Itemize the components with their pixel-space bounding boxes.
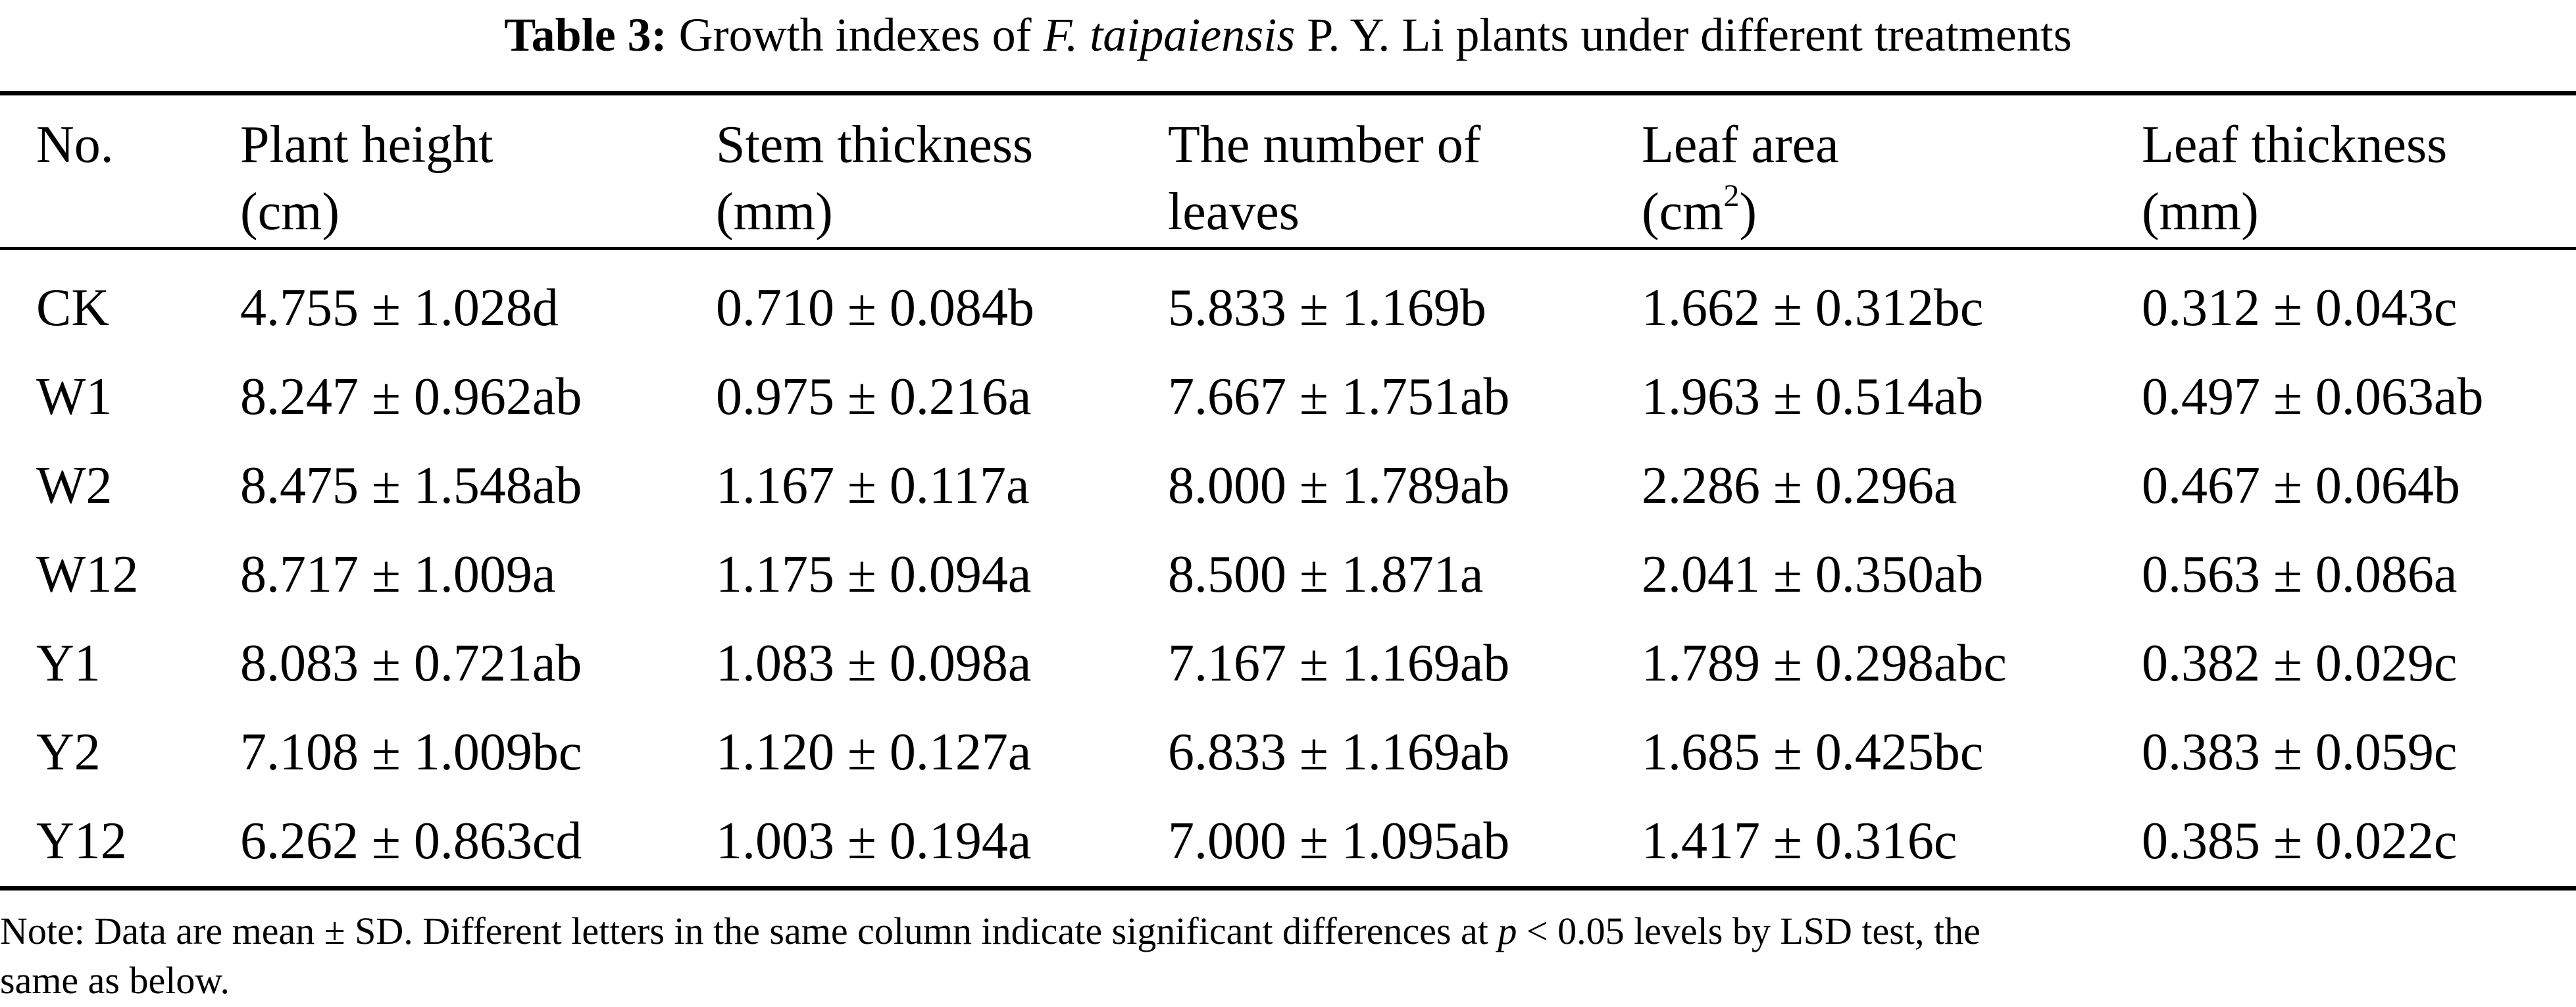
table-cell: 1.083 ± 0.098a [716,634,1032,692]
table-cell: 1.175 ± 0.094a [716,546,1032,604]
column-header-unit: (mm) [716,179,833,245]
title-text: Growth indexes of [667,9,1044,61]
column-header: Leaf thickness [2142,116,2448,174]
unit-text: leaves [1168,183,1300,241]
table-note-line2: same as below. [0,959,230,1002]
table-cell: 1.662 ± 0.312bc [1642,279,1984,337]
row-label: Y1 [36,634,101,692]
table-cell: 0.383 ± 0.059c [2142,723,2458,781]
row-label: W1 [36,368,113,426]
row-label: CK [36,279,110,337]
table-cell: 5.833 ± 1.169b [1168,279,1486,337]
title-text: P. Y. Li plants under different treatmen… [1295,9,2072,61]
unit-text: ) [1739,183,1757,241]
note-text: Note: Data are mean ± SD. Different lett… [0,910,1498,952]
column-header-unit: (cm) [240,179,340,245]
column-header-unit: (mm) [2142,179,2259,245]
table-cell: 1.417 ± 0.316c [1642,812,1957,870]
unit-text: (mm) [2142,183,2259,241]
table-cell: 8.717 ± 1.009a [240,546,556,604]
table-cell: 1.789 ± 0.298abc [1642,634,2007,692]
table-cell: 0.312 ± 0.043c [2142,279,2458,337]
unit-text: (cm [1642,183,1724,241]
top-rule [0,91,2576,95]
table-cell: 7.167 ± 1.169ab [1168,634,1510,692]
header-rule [0,247,2576,250]
table-cell: 0.385 ± 0.022c [2142,812,2458,870]
column-header: No. [36,116,114,174]
table-label: Table 3: [504,9,667,61]
table-cell: 8.500 ± 1.871a [1168,546,1484,604]
row-label: W2 [36,457,113,515]
species-name: F. taipaiensis [1043,9,1296,61]
table-cell: 7.108 ± 1.009bc [240,723,582,781]
column-header: Stem thickness [716,116,1034,174]
table-title: Table 3: Growth indexes of F. taipaiensi… [0,5,2576,65]
table-cell: 6.833 ± 1.169ab [1168,723,1510,781]
table-cell: 1.120 ± 0.127a [716,723,1032,781]
unit-text: (mm) [716,183,833,241]
table-cell: 1.685 ± 0.425bc [1642,723,1984,781]
column-header: Plant height [240,116,493,174]
column-header-unit: leaves [1168,179,1300,245]
table-note: Note: Data are mean ± SD. Different lett… [0,905,2576,958]
table-cell: 2.041 ± 0.350ab [1642,546,1984,604]
table-cell: 4.755 ± 1.028d [240,279,559,337]
table-cell: 1.963 ± 0.514ab [1642,368,1984,426]
note-p: p [1498,910,1517,952]
table-cell: 8.475 ± 1.548ab [240,457,582,515]
column-header: Leaf area [1642,116,1839,174]
table-cell: 0.975 ± 0.216a [716,368,1032,426]
table-cell: 1.167 ± 0.117a [716,457,1030,515]
table-cell: 7.000 ± 1.095ab [1168,812,1510,870]
column-header-unit: (cm2) [1642,179,1757,245]
row-label: W12 [36,546,139,604]
table-cell: 2.286 ± 0.296a [1642,457,1957,515]
table-cell: 0.467 ± 0.064b [2142,457,2460,515]
column-header: The number of [1168,116,1481,174]
table-cell: 0.497 ± 0.063ab [2142,368,2484,426]
note-text: < 0.05 levels by LSD test, the [1517,910,1981,952]
table-cell: 8.000 ± 1.789ab [1168,457,1510,515]
row-label: Y2 [36,723,101,781]
table-cell: 7.667 ± 1.751ab [1168,368,1510,426]
table-cell: 8.083 ± 0.721ab [240,634,582,692]
row-label: Y12 [36,812,127,870]
table-cell: 8.247 ± 0.962ab [240,368,582,426]
bottom-rule [0,886,2576,891]
table-cell: 1.003 ± 0.194a [716,812,1032,870]
unit-text: (cm) [240,183,340,241]
table-cell: 0.382 ± 0.029c [2142,634,2458,692]
table-cell: 0.563 ± 0.086a [2142,546,2458,604]
unit-superscript: 2 [1723,178,1740,214]
table-cell: 6.262 ± 0.863cd [240,812,582,870]
table-cell: 0.710 ± 0.084b [716,279,1034,337]
